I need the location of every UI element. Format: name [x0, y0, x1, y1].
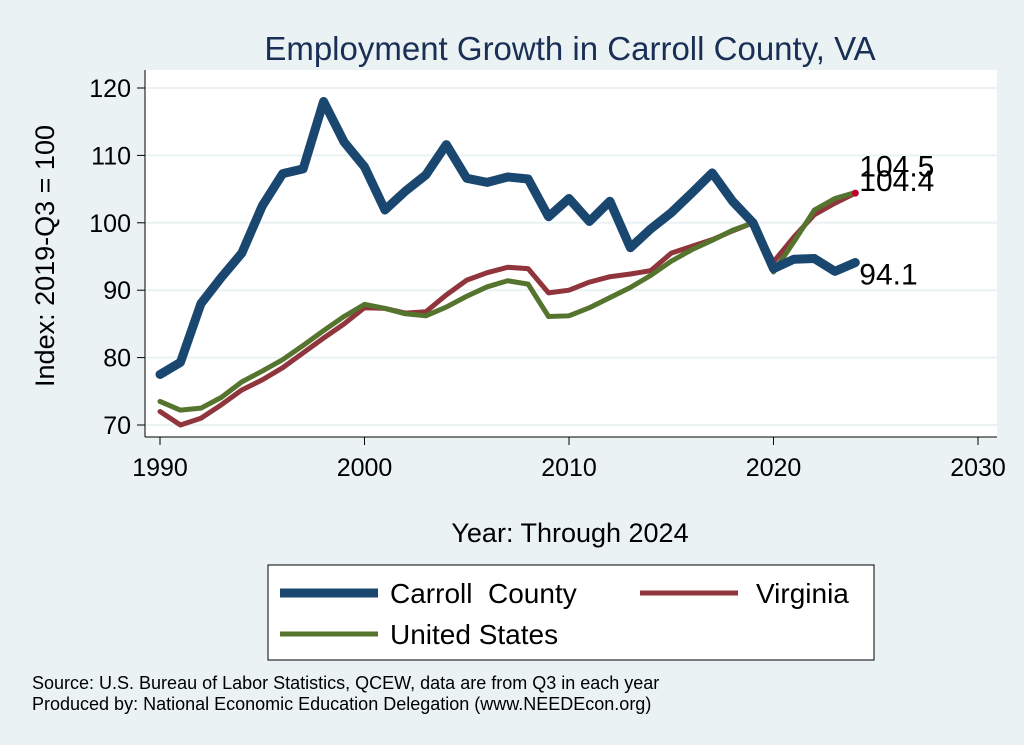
- chart-title: Employment Growth in Carroll County, VA: [264, 30, 875, 67]
- plot-area: [145, 70, 997, 437]
- producer-note: Produced by: National Economic Education…: [32, 694, 651, 714]
- x-tick-label-1990: 1990: [132, 454, 188, 482]
- series-line-carroll-county: [155, 96, 860, 379]
- series-layer: [155, 96, 860, 428]
- y-tick-label-80: 80: [103, 345, 131, 373]
- end-label-united-states: 104.5: [859, 150, 934, 183]
- x-tick-label-2010: 2010: [541, 454, 597, 482]
- x-tick-label-2020: 2020: [746, 454, 802, 482]
- y-tick-label-70: 70: [103, 412, 131, 440]
- legend-label-carroll-county: Carroll County: [390, 578, 577, 609]
- x-axis-ticks: 1990 2000 2010 2020 2030: [132, 437, 1006, 482]
- end-marker: [851, 189, 859, 197]
- legend: Carroll County Virginia United States: [267, 564, 875, 661]
- y-axis-label: Index: 2019-Q3 = 100: [30, 125, 60, 387]
- y-axis-ticks: 70 80 90 100 110 120: [89, 75, 145, 440]
- x-tick-label-2030: 2030: [950, 454, 1006, 482]
- y-tick-label-110: 110: [91, 142, 131, 170]
- y-tick-label-100: 100: [89, 210, 131, 238]
- legend-label-united-states: United States: [390, 619, 558, 650]
- legend-label-virginia: Virginia: [756, 578, 849, 609]
- legend-box: [267, 564, 875, 661]
- y-tick-label-90: 90: [103, 277, 131, 305]
- end-label-carroll-county: 94.1: [859, 259, 917, 292]
- x-axis-label: Year: Through 2024: [451, 518, 688, 548]
- series-line-united-states: [157, 189, 858, 413]
- source-note: Source: U.S. Bureau of Labor Statistics,…: [32, 673, 659, 693]
- x-tick-label-2000: 2000: [337, 454, 393, 482]
- y-tick-label-120: 120: [89, 75, 131, 103]
- end-label-virginia: 104.4: [859, 165, 934, 198]
